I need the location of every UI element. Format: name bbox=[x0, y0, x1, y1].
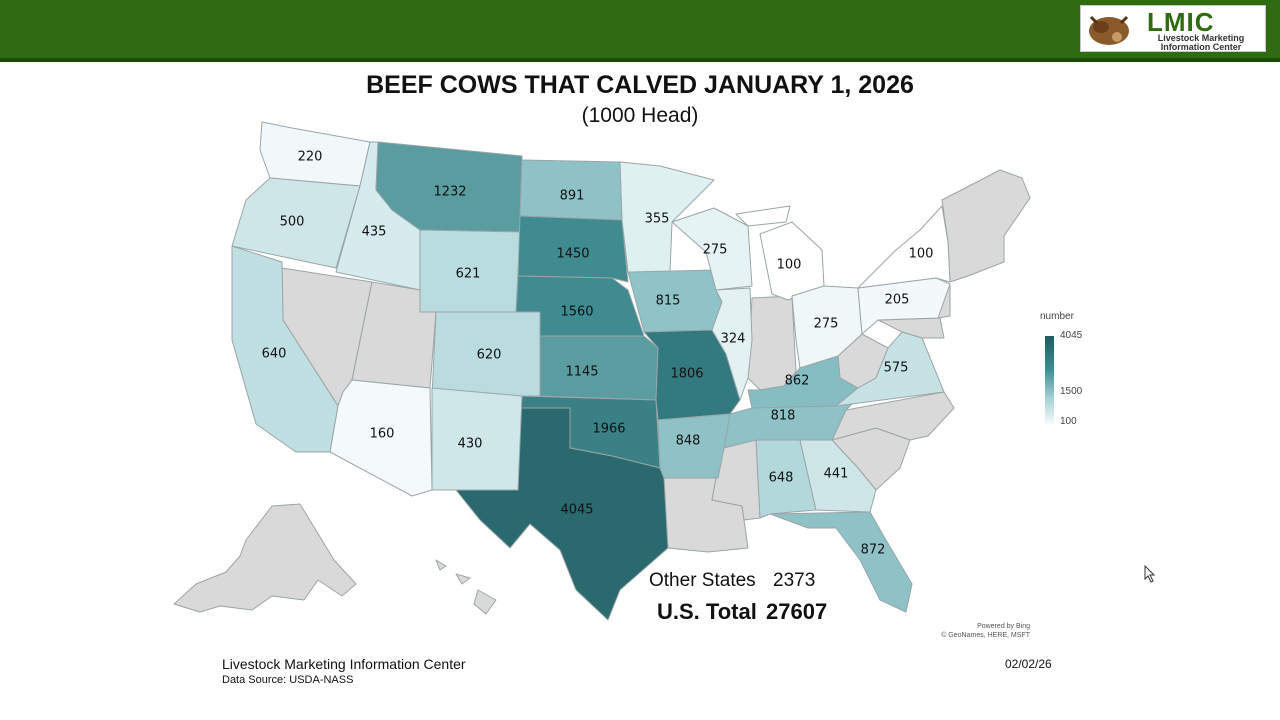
legend-title: number bbox=[1040, 311, 1074, 322]
state-georgia[interactable] bbox=[799, 439, 877, 513]
other-states-label: Other States bbox=[649, 570, 756, 591]
label-or: 500 bbox=[280, 215, 305, 230]
label-va: 575 bbox=[884, 361, 909, 376]
label-tx: 4045 bbox=[560, 503, 593, 518]
state-labels: 220 500 640 435 1232 621 891 1450 1560 6… bbox=[262, 150, 934, 558]
footer-source: Data Source: USDA-NASS bbox=[222, 674, 354, 686]
attribution-line1: Powered by Bing bbox=[977, 623, 1030, 630]
state-new-england[interactable] bbox=[941, 169, 1031, 283]
cattle-logo-icon bbox=[1089, 15, 1129, 45]
state-tennessee[interactable] bbox=[723, 399, 857, 449]
label-mo: 1806 bbox=[670, 367, 703, 382]
state-alabama[interactable] bbox=[755, 439, 817, 519]
label-fl: 872 bbox=[861, 543, 886, 558]
map-attribution: Powered by Bing © GeoNames, HERE, MSFT bbox=[940, 622, 1030, 640]
state-florida[interactable] bbox=[769, 511, 913, 613]
map-title: BEEF COWS THAT CALVED JANUARY 1, 2026 bbox=[366, 71, 914, 99]
label-ca: 640 bbox=[262, 347, 287, 362]
logo-subtitle: Livestock Marketing Information Center bbox=[1141, 34, 1261, 52]
legend-color-scale bbox=[1045, 336, 1054, 424]
data-states bbox=[231, 121, 951, 621]
state-oregon[interactable] bbox=[231, 177, 361, 269]
map-subtitle: (1000 Head) bbox=[581, 104, 699, 127]
legend-max: 4045 bbox=[1060, 330, 1083, 341]
label-ga: 441 bbox=[824, 467, 849, 482]
footer-date: 02/02/26 bbox=[1005, 657, 1052, 671]
label-ia: 815 bbox=[656, 294, 681, 309]
other-states-value: 2373 bbox=[773, 570, 816, 591]
state-illinois[interactable] bbox=[711, 287, 753, 401]
label-wy: 621 bbox=[456, 267, 481, 282]
header-bar bbox=[0, 0, 1280, 62]
label-nd: 891 bbox=[560, 189, 585, 204]
state-alaska[interactable] bbox=[173, 503, 357, 613]
label-wa: 220 bbox=[298, 150, 323, 165]
label-mt: 1232 bbox=[433, 185, 466, 200]
mouse-cursor-icon bbox=[1144, 565, 1156, 583]
state-ohio[interactable] bbox=[791, 285, 863, 369]
attribution-line2: © GeoNames, HERE, MSFT bbox=[941, 632, 1030, 639]
us-total-value: 27607 bbox=[766, 599, 828, 624]
state-minnesota[interactable] bbox=[619, 161, 715, 273]
label-il: 324 bbox=[721, 332, 746, 347]
state-north-carolina[interactable] bbox=[831, 391, 955, 441]
state-hawaii[interactable] bbox=[435, 559, 497, 615]
state-texas[interactable] bbox=[455, 407, 669, 621]
label-az: 160 bbox=[370, 427, 395, 442]
label-mn: 355 bbox=[645, 212, 670, 227]
legend-min: 100 bbox=[1060, 416, 1077, 427]
label-ne: 1560 bbox=[560, 305, 593, 320]
logo-subtitle-line2: Information Center bbox=[1160, 42, 1242, 52]
footer-organization: Livestock Marketing Information Center bbox=[222, 656, 466, 672]
state-new-york[interactable] bbox=[857, 205, 951, 289]
label-pa: 205 bbox=[885, 293, 910, 308]
us-total-label: U.S. Total bbox=[657, 599, 757, 624]
label-tn: 818 bbox=[771, 409, 796, 424]
state-arizona[interactable] bbox=[329, 379, 433, 497]
label-co: 620 bbox=[477, 348, 502, 363]
lmic-logo: LMIC Livestock Marketing Information Cen… bbox=[1080, 5, 1266, 52]
legend-mid: 1500 bbox=[1060, 386, 1083, 397]
label-mi: 100 bbox=[777, 258, 802, 273]
label-sd: 1450 bbox=[556, 247, 589, 262]
label-ar: 848 bbox=[676, 434, 701, 449]
label-oh: 275 bbox=[814, 317, 839, 332]
label-ny: 100 bbox=[909, 247, 934, 262]
label-nm: 430 bbox=[458, 437, 483, 452]
logo-subtitle-line1: Livestock Marketing bbox=[1157, 33, 1245, 43]
state-south-dakota[interactable] bbox=[517, 215, 629, 283]
no-data-states bbox=[173, 169, 1031, 615]
label-al: 648 bbox=[769, 471, 794, 486]
label-wi: 275 bbox=[703, 243, 728, 258]
label-id: 435 bbox=[362, 225, 387, 240]
state-virginia[interactable] bbox=[835, 331, 945, 407]
label-ky: 862 bbox=[785, 374, 810, 389]
state-kansas[interactable] bbox=[539, 335, 659, 401]
label-ks: 1145 bbox=[565, 365, 598, 380]
state-wisconsin[interactable] bbox=[671, 207, 753, 291]
label-ok: 1966 bbox=[592, 422, 625, 437]
logo-title: LMIC bbox=[1147, 7, 1215, 37]
